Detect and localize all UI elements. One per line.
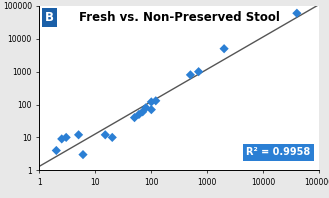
Point [149,108,154,111]
Point [63,136,69,139]
Point [196,70,201,73]
Point [132,116,137,119]
Text: Fresh vs. Non-Preserved Stool: Fresh vs. Non-Preserved Stool [79,11,280,24]
Point [110,136,115,139]
Point [103,133,108,136]
Point [294,12,299,15]
Point [188,73,193,76]
Point [80,153,86,156]
Point [54,149,59,152]
Point [59,137,64,141]
Point [140,110,145,113]
Point [221,47,227,50]
Point [143,106,149,109]
Point [136,113,141,116]
Point [76,133,81,136]
Point [149,100,154,104]
Point [153,99,158,102]
Text: B: B [45,11,54,24]
Text: R² = 0.9958: R² = 0.9958 [246,147,311,157]
